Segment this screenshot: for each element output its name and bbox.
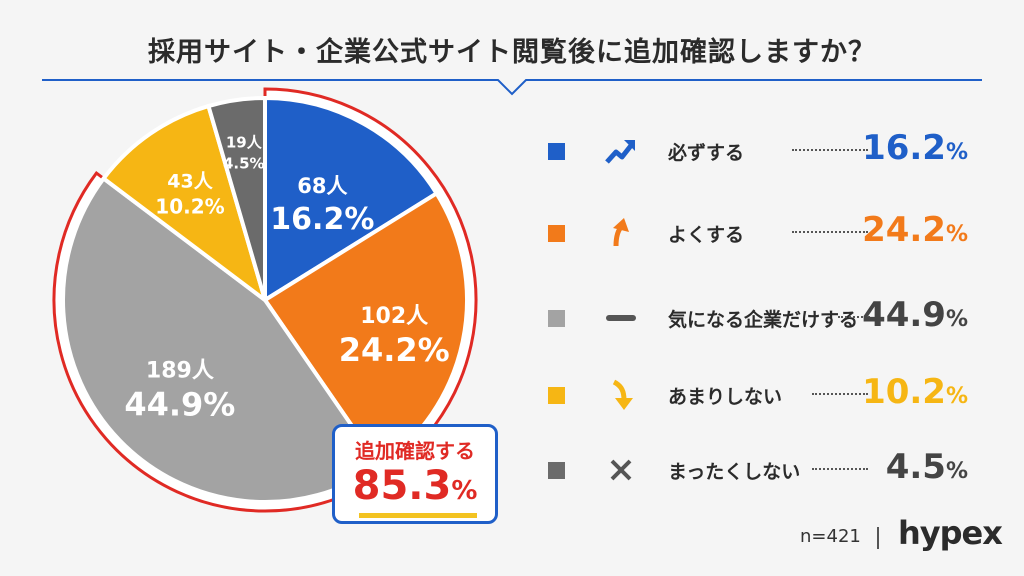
legend-leader-dots xyxy=(812,393,868,395)
cross-icon xyxy=(604,453,638,487)
legend-value: 16.2% xyxy=(862,128,968,168)
callout-label: 追加確認する xyxy=(355,439,475,463)
slice-percent-label: 44.9% xyxy=(124,386,235,424)
slice-count-label: 68人 xyxy=(297,174,347,198)
chart-title: 採用サイト・企業公式サイト閲覧後に追加確認しますか？ xyxy=(148,37,876,68)
legend-item: 必ずする 16.2% xyxy=(548,128,968,172)
legend-swatch xyxy=(548,310,565,327)
arrow-down-icon xyxy=(604,378,638,412)
slice-count-label: 43人 xyxy=(167,170,213,192)
total-callout: 追加確認する 85.3% xyxy=(332,424,498,524)
legend-swatch xyxy=(548,225,565,242)
legend-item: まったくしない 4.5% xyxy=(548,447,968,491)
legend-item: よくする 24.2% xyxy=(548,210,968,254)
legend-value: 24.2% xyxy=(862,210,968,250)
slice-percent-label: 10.2% xyxy=(155,194,224,218)
legend-label: まったくしない xyxy=(668,461,801,483)
legend-value-number: 16.2 xyxy=(862,128,946,168)
legend-value-percent-sign: % xyxy=(945,140,968,165)
legend-value-percent-sign: % xyxy=(945,384,968,409)
legend-swatch xyxy=(548,143,565,160)
slice-count-label: 102人 xyxy=(360,304,428,329)
legend-label: 必ずする xyxy=(668,142,745,164)
pie-slice xyxy=(263,95,440,304)
slice-count-label: 189人 xyxy=(146,359,214,384)
footer-divider xyxy=(877,527,879,549)
pie-slice xyxy=(61,175,383,504)
callout-number: 85.3 xyxy=(352,463,452,509)
legend-value-number: 24.2 xyxy=(862,210,946,250)
legend-item: 気になる企業だけする 44.9% xyxy=(548,295,968,339)
legend-value-number: 10.2 xyxy=(862,372,946,412)
arrow-up-icon xyxy=(604,216,638,250)
legend-value-percent-sign: % xyxy=(945,459,968,484)
slice-percent-label: 24.2% xyxy=(339,331,450,369)
pie-slice xyxy=(100,103,269,306)
callout-percent-sign: % xyxy=(451,476,478,506)
legend-item: あまりしない 10.2% xyxy=(548,372,968,416)
legend-leader-dots xyxy=(838,316,870,318)
callout-value: 85.3% xyxy=(335,463,495,509)
legend-label: あまりしない xyxy=(668,386,783,408)
legend-label: 気になる企業だけする xyxy=(668,309,859,331)
legend-value-number: 4.5 xyxy=(885,447,946,487)
legend-value-number: 44.9 xyxy=(862,295,946,335)
legend-swatch xyxy=(548,387,565,404)
legend-value: 44.9% xyxy=(862,295,968,335)
trending-up-icon xyxy=(604,134,638,168)
legend-leader-dots xyxy=(792,149,868,151)
legend-label: よくする xyxy=(668,224,745,246)
brand-logo: hypex xyxy=(898,514,1003,552)
legend-value-percent-sign: % xyxy=(945,222,968,247)
slice-percent-label: 4.5% xyxy=(223,155,265,173)
slice-percent-label: 16.2% xyxy=(270,202,374,237)
title-divider xyxy=(42,79,982,96)
legend-swatch xyxy=(548,462,565,479)
sample-size: n=421 xyxy=(800,526,861,547)
legend-value: 10.2% xyxy=(862,372,968,412)
callout-underline xyxy=(359,513,477,518)
pie-slice xyxy=(206,95,267,301)
legend-value: 4.5% xyxy=(886,447,968,487)
legend-leader-dots xyxy=(812,468,868,470)
legend-value-percent-sign: % xyxy=(945,307,968,332)
legend-leader-dots xyxy=(792,231,868,233)
dash-icon xyxy=(604,301,638,335)
slice-count-label: 19人 xyxy=(226,134,263,152)
